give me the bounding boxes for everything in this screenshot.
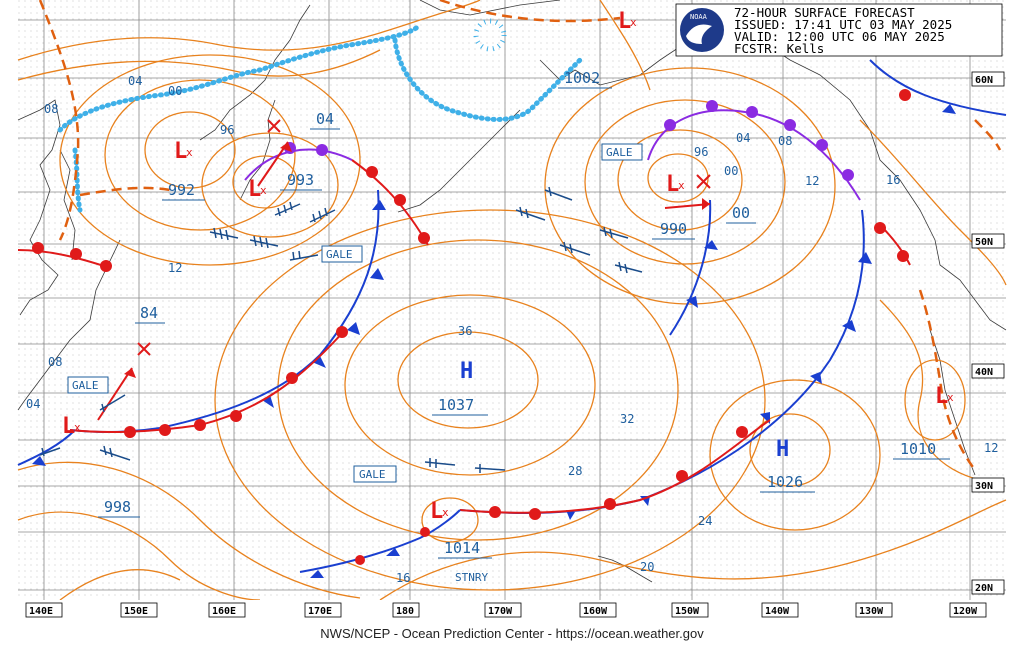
- header-valid: VALID: 12:00 UTC 06 MAY 2025: [734, 29, 945, 44]
- svg-text:16: 16: [396, 571, 410, 585]
- svg-text:170W: 170W: [488, 606, 513, 617]
- svg-text:H: H: [460, 359, 473, 384]
- pressure-label-84: 84: [140, 304, 158, 322]
- svg-text:30N: 30N: [975, 481, 993, 492]
- coastlines: [17, 0, 1007, 583]
- svg-text:36: 36: [458, 324, 472, 338]
- svg-text:L: L: [618, 9, 631, 34]
- svg-text:12: 12: [805, 174, 819, 188]
- svg-text:24: 24: [698, 514, 712, 528]
- svg-text:150E: 150E: [124, 606, 148, 617]
- gale-label: GALE: [72, 379, 99, 392]
- pressure-label-992: 992: [168, 181, 195, 199]
- svg-text:NOAA: NOAA: [690, 13, 708, 21]
- svg-text:04: 04: [26, 397, 40, 411]
- svg-text:140E: 140E: [29, 606, 53, 617]
- noaa-logo: NOAA: [680, 8, 724, 52]
- svg-text:140W: 140W: [765, 606, 790, 617]
- svg-text:00: 00: [724, 164, 738, 178]
- svg-text:28: 28: [568, 464, 582, 478]
- ice-edge: [57, 18, 583, 213]
- pressure-label-1037: 1037: [438, 396, 474, 414]
- svg-text:160E: 160E: [212, 606, 236, 617]
- wind-barbs: [39, 186, 643, 473]
- svg-text:12: 12: [168, 261, 182, 275]
- svg-text:L: L: [248, 177, 261, 202]
- svg-text:x: x: [186, 146, 193, 159]
- svg-text:12: 12: [984, 441, 998, 455]
- svg-text:L: L: [935, 384, 948, 409]
- gale-label: GALE: [359, 468, 386, 481]
- svg-text:170E: 170E: [308, 606, 332, 617]
- svg-text:96: 96: [220, 123, 234, 137]
- pressure-label-04: 04: [316, 110, 334, 128]
- pressure-label-00: 00: [732, 204, 750, 222]
- svg-text:x: x: [442, 506, 449, 519]
- pressure-label-990: 990: [660, 220, 687, 238]
- stationary-label: STNRY: [455, 571, 488, 584]
- svg-text:x: x: [74, 421, 81, 434]
- pressure-label-1002: 1002: [564, 69, 600, 87]
- svg-text:60N: 60N: [975, 75, 993, 86]
- svg-text:x: x: [947, 391, 954, 404]
- svg-text:150W: 150W: [675, 606, 700, 617]
- svg-text:04: 04: [128, 74, 142, 88]
- svg-text:50N: 50N: [975, 237, 993, 248]
- svg-text:130W: 130W: [859, 606, 884, 617]
- pressure-label-1010: 1010: [900, 440, 936, 458]
- svg-text:120W: 120W: [953, 606, 978, 617]
- svg-text:40N: 40N: [975, 367, 993, 378]
- svg-text:32: 32: [620, 412, 634, 426]
- svg-text:x: x: [630, 16, 637, 29]
- svg-text:L: L: [430, 499, 443, 524]
- svg-text:04: 04: [736, 131, 750, 145]
- header-title: 72-HOUR SURFACE FORECAST: [734, 5, 915, 20]
- svg-text:H: H: [776, 437, 789, 462]
- svg-text:L: L: [666, 172, 679, 197]
- svg-text:08: 08: [44, 102, 58, 116]
- latitude-labels: 60N 50N 40N 30N 20N: [971, 71, 1005, 595]
- svg-text:20N: 20N: [975, 583, 993, 594]
- gale-label: GALE: [606, 146, 633, 159]
- svg-text:160W: 160W: [583, 606, 608, 617]
- isobar-labels: 04 00 08 96 12 08 04 36 32 28 24 20 16 9…: [26, 74, 998, 585]
- graticule: [18, 0, 1006, 600]
- pressure-center-labels: 992 993 990 1014 998 1010 1037 1026 1002…: [98, 69, 950, 559]
- svg-text:08: 08: [778, 134, 792, 148]
- gale-label: GALE: [326, 248, 353, 261]
- pressure-label-1014: 1014: [444, 539, 480, 557]
- pressure-label-1026: 1026: [767, 473, 803, 491]
- fronts: [17, 0, 1007, 578]
- svg-text:20: 20: [640, 560, 654, 574]
- svg-text:96: 96: [694, 145, 708, 159]
- pressure-label-993: 993: [287, 171, 314, 189]
- svg-text:L: L: [174, 139, 187, 164]
- footer-credit: NWS/NCEP - Ocean Prediction Center - htt…: [320, 626, 704, 641]
- svg-text:L: L: [62, 414, 75, 439]
- longitude-labels: 140E 150E 160E 170E 180 170W 160W 150W 1…: [18, 600, 1006, 620]
- header-issued: ISSUED: 17:41 UTC 03 MAY 2025: [734, 17, 952, 32]
- svg-text:180: 180: [396, 606, 414, 617]
- svg-text:x: x: [678, 179, 685, 192]
- gale-warnings: GALE GALE GALE GALE STNRY: [67, 143, 643, 584]
- svg-text:x: x: [260, 184, 267, 197]
- svg-text:16: 16: [886, 173, 900, 187]
- forecast-header: NOAA 72-HOUR SURFACE FORECAST ISSUED: 17…: [675, 3, 1003, 57]
- pressure-label-998: 998: [104, 498, 131, 516]
- pressure-symbols: L x L x L x L x L x L x L x H H: [62, 9, 954, 524]
- svg-text:00: 00: [168, 84, 182, 98]
- header-forecaster: FCSTR: Kells: [734, 41, 824, 56]
- svg-text:08: 08: [48, 355, 62, 369]
